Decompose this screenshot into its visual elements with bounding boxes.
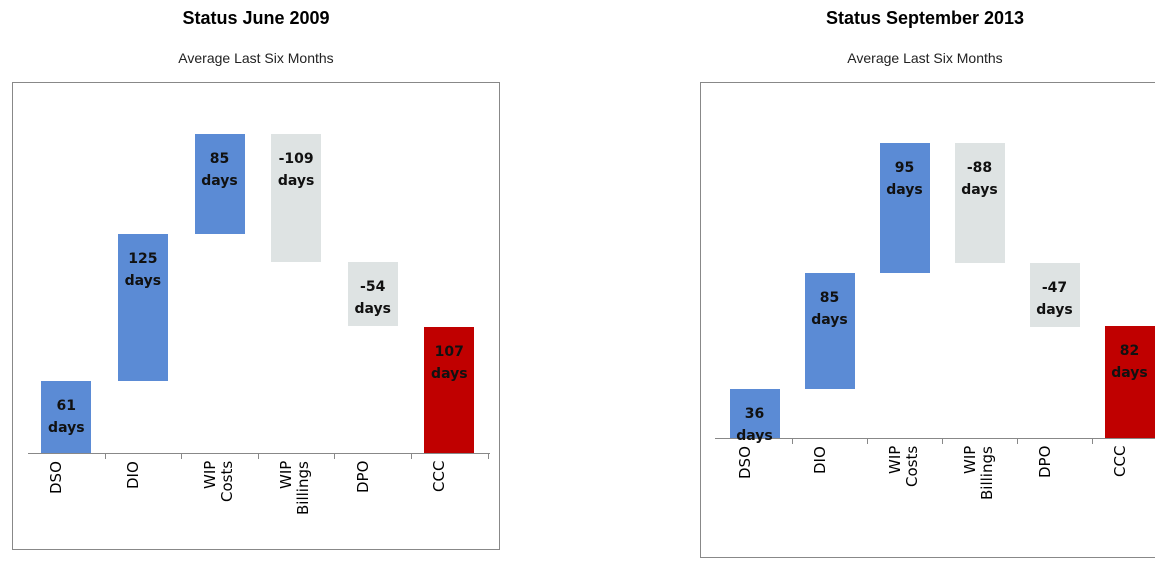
x-tick-label: WIP Billings	[960, 446, 996, 500]
bar	[1029, 263, 1080, 328]
data-label: -47 days	[1036, 280, 1073, 319]
x-tick-label: WIP Costs	[200, 461, 236, 503]
x-tick	[181, 453, 183, 459]
x-tick	[334, 453, 336, 459]
bar	[347, 262, 398, 326]
bar	[271, 134, 322, 263]
bar	[879, 143, 930, 273]
x-tick	[487, 453, 489, 459]
x-tick	[792, 438, 793, 444]
x-tick-label: CCC	[1110, 446, 1129, 478]
x-tick-label: DSO	[735, 446, 754, 479]
data-label: -109 days	[277, 151, 315, 189]
data-label: 125 days	[124, 251, 162, 290]
x-tick-label: WIP Costs	[885, 446, 921, 488]
x-tick	[1092, 438, 1093, 444]
data-label: 61 days	[48, 398, 85, 437]
data-label: 107 days	[431, 344, 468, 383]
plot-frame	[12, 82, 500, 550]
bar	[117, 234, 168, 382]
bar	[194, 134, 245, 235]
chart-title: Status September 2013	[825, 8, 1025, 28]
x-tick	[942, 438, 943, 444]
x-tick	[411, 453, 412, 459]
x-tick	[104, 453, 106, 459]
data-label: 85 days	[811, 289, 848, 328]
x-tick-label: DIO	[810, 446, 829, 474]
x-tick	[257, 453, 259, 459]
x-tick-label: DSO	[47, 461, 66, 494]
data-label: -88 days	[961, 160, 998, 198]
data-label: 82 days	[1111, 343, 1148, 381]
bar	[729, 388, 780, 438]
x-axis	[715, 438, 1155, 439]
x-axis	[28, 453, 490, 454]
bar	[424, 327, 475, 453]
data-label: -54 days	[354, 279, 391, 318]
x-tick-label: CCC	[430, 461, 449, 493]
chart-title: Status June 2009	[182, 8, 330, 28]
data-label: 95 days	[886, 160, 923, 198]
x-tick	[1017, 438, 1018, 444]
bar	[1104, 326, 1155, 438]
chart-subtitle: Average Last Six Months	[178, 50, 334, 66]
x-tick-label: DPO	[1035, 446, 1054, 479]
x-tick-label: WIP Billings	[277, 461, 313, 515]
plot-frame	[700, 82, 1155, 558]
x-tick-label: DPO	[353, 461, 372, 494]
bar	[954, 143, 1005, 264]
x-tick-label: DIO	[123, 461, 142, 489]
data-label: 85 days	[201, 151, 238, 189]
chart-subtitle: Average Last Six Months	[847, 50, 1003, 66]
bar	[41, 381, 92, 453]
data-label: 36 days	[736, 405, 773, 444]
bar	[804, 272, 855, 389]
x-tick	[867, 438, 868, 444]
